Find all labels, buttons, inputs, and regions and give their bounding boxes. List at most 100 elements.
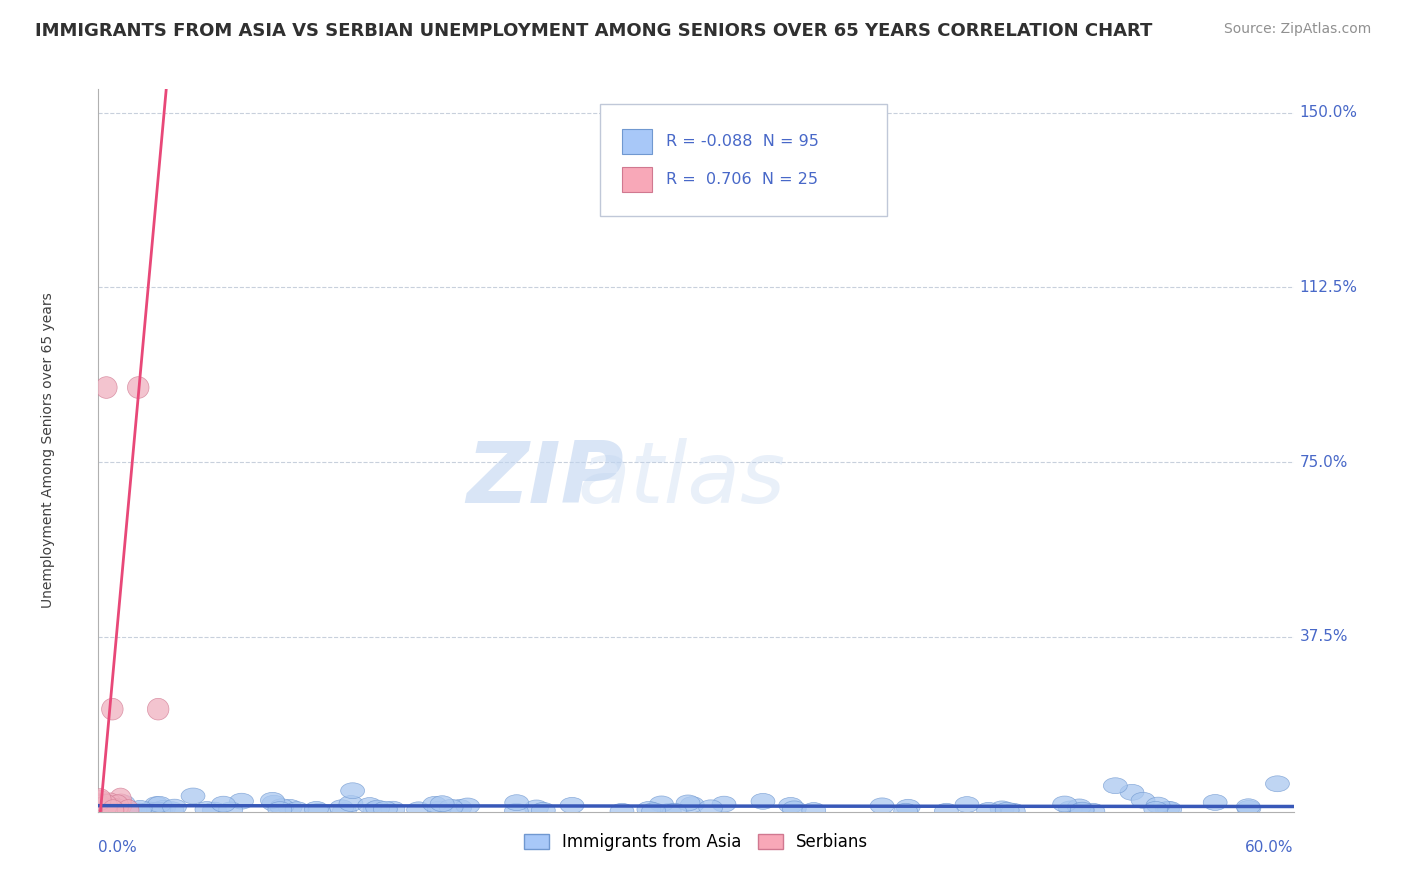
Ellipse shape: [148, 797, 172, 813]
Ellipse shape: [285, 802, 309, 818]
Ellipse shape: [1204, 795, 1227, 811]
Ellipse shape: [107, 795, 128, 816]
Text: atlas: atlas: [578, 438, 786, 521]
Ellipse shape: [100, 793, 121, 814]
Ellipse shape: [1237, 800, 1261, 816]
Ellipse shape: [90, 789, 111, 810]
Text: 112.5%: 112.5%: [1299, 280, 1358, 295]
Ellipse shape: [101, 796, 125, 811]
Ellipse shape: [269, 802, 292, 818]
Bar: [621, 128, 652, 153]
Ellipse shape: [100, 798, 122, 820]
Ellipse shape: [1053, 796, 1077, 812]
Ellipse shape: [681, 797, 704, 813]
Text: 37.5%: 37.5%: [1299, 630, 1348, 644]
Ellipse shape: [657, 804, 681, 819]
Ellipse shape: [152, 800, 176, 816]
Ellipse shape: [505, 795, 529, 811]
Ellipse shape: [89, 794, 110, 815]
Ellipse shape: [278, 799, 302, 815]
Ellipse shape: [96, 376, 117, 399]
Ellipse shape: [90, 790, 111, 813]
Ellipse shape: [1081, 804, 1105, 819]
Text: 0.0%: 0.0%: [98, 839, 138, 855]
Ellipse shape: [751, 793, 775, 809]
Ellipse shape: [531, 803, 555, 818]
Ellipse shape: [366, 800, 389, 816]
Ellipse shape: [662, 804, 686, 819]
Text: 75.0%: 75.0%: [1299, 455, 1348, 469]
Ellipse shape: [1157, 801, 1181, 817]
Ellipse shape: [105, 800, 129, 816]
Ellipse shape: [111, 795, 135, 811]
Ellipse shape: [138, 802, 162, 818]
Ellipse shape: [381, 801, 405, 817]
Ellipse shape: [1146, 797, 1170, 813]
Ellipse shape: [1130, 792, 1154, 808]
Ellipse shape: [1265, 776, 1289, 792]
Ellipse shape: [93, 794, 114, 815]
Ellipse shape: [145, 797, 169, 813]
Ellipse shape: [89, 795, 111, 817]
Ellipse shape: [136, 803, 160, 819]
Ellipse shape: [1236, 798, 1260, 814]
Ellipse shape: [1070, 802, 1094, 818]
Ellipse shape: [332, 803, 356, 819]
Ellipse shape: [160, 802, 184, 818]
Ellipse shape: [779, 797, 803, 814]
Text: IMMIGRANTS FROM ASIA VS SERBIAN UNEMPLOYMENT AMONG SENIORS OVER 65 YEARS CORRELA: IMMIGRANTS FROM ASIA VS SERBIAN UNEMPLOY…: [35, 22, 1153, 40]
Ellipse shape: [211, 797, 235, 812]
Ellipse shape: [977, 803, 1001, 818]
Ellipse shape: [699, 800, 723, 816]
Ellipse shape: [146, 802, 170, 818]
Ellipse shape: [103, 800, 124, 822]
Ellipse shape: [143, 803, 167, 819]
Ellipse shape: [142, 803, 166, 819]
Ellipse shape: [195, 802, 219, 817]
FancyBboxPatch shape: [600, 103, 887, 216]
Ellipse shape: [711, 797, 735, 812]
Bar: [621, 167, 652, 192]
Ellipse shape: [801, 803, 825, 819]
Text: 60.0%: 60.0%: [1246, 839, 1294, 855]
Ellipse shape: [505, 804, 529, 819]
Text: ZIP: ZIP: [467, 438, 624, 521]
Ellipse shape: [229, 793, 253, 809]
Ellipse shape: [101, 698, 124, 720]
Legend: Immigrants from Asia, Serbians: Immigrants from Asia, Serbians: [517, 826, 875, 857]
Ellipse shape: [163, 799, 187, 815]
Ellipse shape: [149, 803, 173, 819]
Text: R =  0.706  N = 25: R = 0.706 N = 25: [666, 172, 818, 187]
Ellipse shape: [1121, 784, 1144, 800]
Ellipse shape: [423, 797, 447, 813]
Ellipse shape: [219, 802, 243, 818]
Ellipse shape: [97, 797, 118, 818]
Ellipse shape: [430, 796, 454, 812]
Ellipse shape: [307, 804, 330, 819]
Ellipse shape: [449, 799, 472, 815]
Ellipse shape: [339, 796, 363, 812]
Ellipse shape: [89, 796, 110, 818]
Ellipse shape: [127, 803, 150, 819]
Ellipse shape: [935, 804, 959, 819]
Ellipse shape: [439, 799, 463, 815]
Ellipse shape: [107, 798, 128, 821]
Ellipse shape: [357, 797, 381, 814]
Ellipse shape: [90, 799, 112, 821]
Ellipse shape: [128, 376, 149, 399]
Ellipse shape: [181, 788, 205, 804]
Ellipse shape: [1156, 801, 1180, 817]
Ellipse shape: [1104, 778, 1128, 794]
Ellipse shape: [104, 801, 128, 817]
Ellipse shape: [103, 798, 124, 820]
Ellipse shape: [363, 802, 387, 817]
Ellipse shape: [90, 797, 112, 819]
Ellipse shape: [641, 803, 665, 819]
Text: 150.0%: 150.0%: [1299, 105, 1358, 120]
Ellipse shape: [101, 798, 124, 820]
Ellipse shape: [894, 804, 918, 819]
Ellipse shape: [406, 802, 430, 818]
Ellipse shape: [98, 800, 120, 822]
Ellipse shape: [637, 801, 661, 817]
Ellipse shape: [427, 801, 451, 817]
